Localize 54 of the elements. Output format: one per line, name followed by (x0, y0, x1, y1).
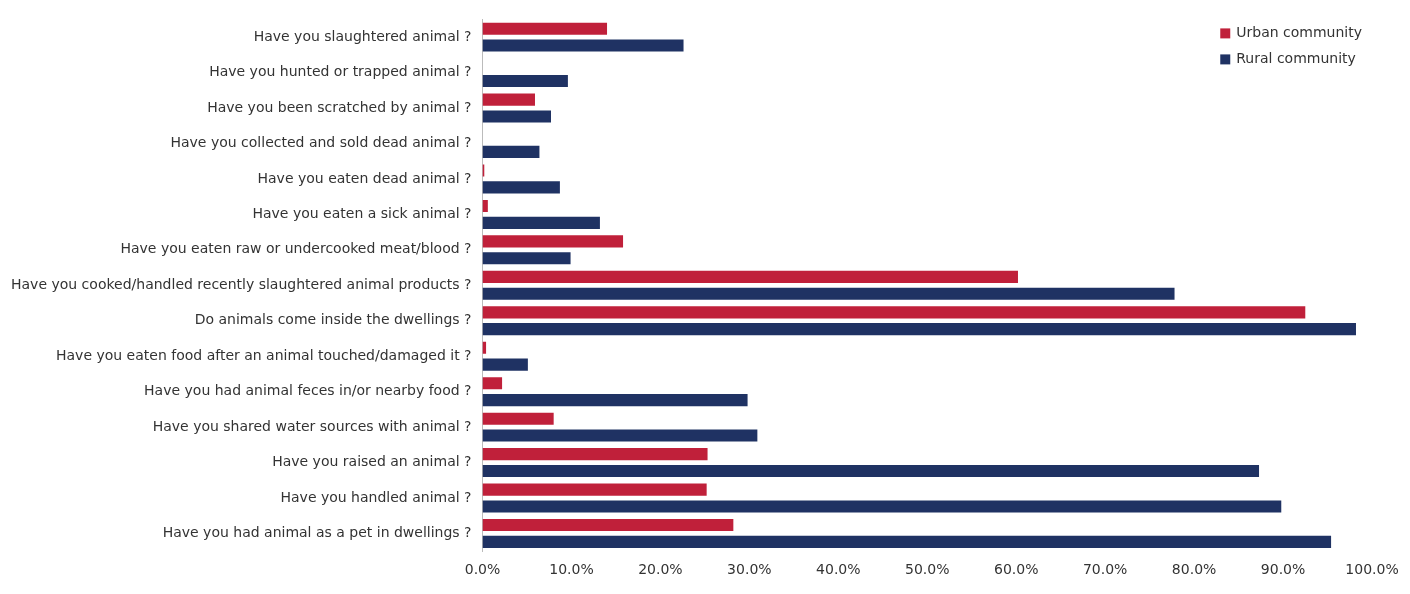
y-tick-label: Have you been scratched by animal ? (207, 98, 472, 115)
y-tick-label: Have you handled animal ? (280, 488, 472, 505)
bar (482, 306, 1306, 319)
bar (482, 394, 748, 407)
bar (482, 287, 1175, 300)
bar (482, 110, 551, 123)
bar (482, 93, 535, 106)
y-tick-label: Have you eaten food after an animal touched/damaged it ? (55, 346, 472, 363)
y-tick-label: Have you eaten a sick animal ? (252, 205, 472, 222)
bar (482, 270, 1018, 283)
y-tick-label: Have you slaughtered animal ? (253, 27, 472, 44)
x-tick-label: 80.0% (1171, 561, 1217, 578)
bar (482, 235, 624, 248)
bar (482, 483, 707, 496)
x-tick-label: 0.0% (464, 561, 501, 578)
y-tick-label: Have you hunted or trapped animal ? (209, 63, 472, 80)
bar (482, 181, 560, 194)
y-tick-label: Have you eaten raw or undercooked meat/blood ? (120, 240, 472, 257)
bar (482, 145, 540, 158)
x-tick-label: 90.0% (1260, 561, 1306, 578)
y-tick-label: Have you had animal feces in/or nearby food ? (144, 382, 472, 399)
bar (482, 199, 488, 213)
legend-label: Urban community (1236, 24, 1363, 41)
bar (482, 464, 1260, 478)
legend-label: Rural community (1236, 50, 1356, 67)
y-tick-label: Have you eaten dead animal ? (257, 169, 472, 186)
bar (482, 448, 708, 461)
x-tick-label: 20.0% (638, 561, 683, 578)
bar (482, 216, 600, 229)
bar (482, 22, 608, 35)
bar (482, 74, 568, 88)
bar (482, 412, 554, 425)
bar (482, 358, 528, 371)
bar (482, 518, 734, 532)
x-tick-label: 60.0% (993, 561, 1039, 578)
x-tick-label: 30.0% (727, 561, 772, 578)
bar (482, 323, 1356, 336)
x-tick-label: 50.0% (905, 561, 950, 578)
y-tick-label: Have you raised an animal ? (272, 453, 472, 470)
bar (482, 535, 1332, 548)
y-tick-label: Do animals come inside the dwellings ? (194, 311, 472, 328)
y-tick-label: Have you shared water sources with animal ? (152, 417, 472, 434)
x-tick-label: 70.0% (1082, 561, 1128, 578)
bar (482, 500, 1282, 513)
y-tick-label: Have you had animal as a pet in dwellings ? (162, 524, 472, 541)
x-tick-label: 40.0% (816, 561, 861, 578)
bar (482, 377, 503, 390)
bar (482, 252, 571, 265)
y-tick-label: Have you cooked/handled recently slaughtered animal products ? (10, 275, 472, 292)
x-tick-label: 100.0% (1345, 561, 1399, 578)
x-tick-label: 10.0% (549, 561, 594, 578)
bar (482, 39, 684, 52)
y-tick-label: Have you collected and sold dead animal ? (170, 134, 472, 151)
bar (482, 429, 758, 442)
